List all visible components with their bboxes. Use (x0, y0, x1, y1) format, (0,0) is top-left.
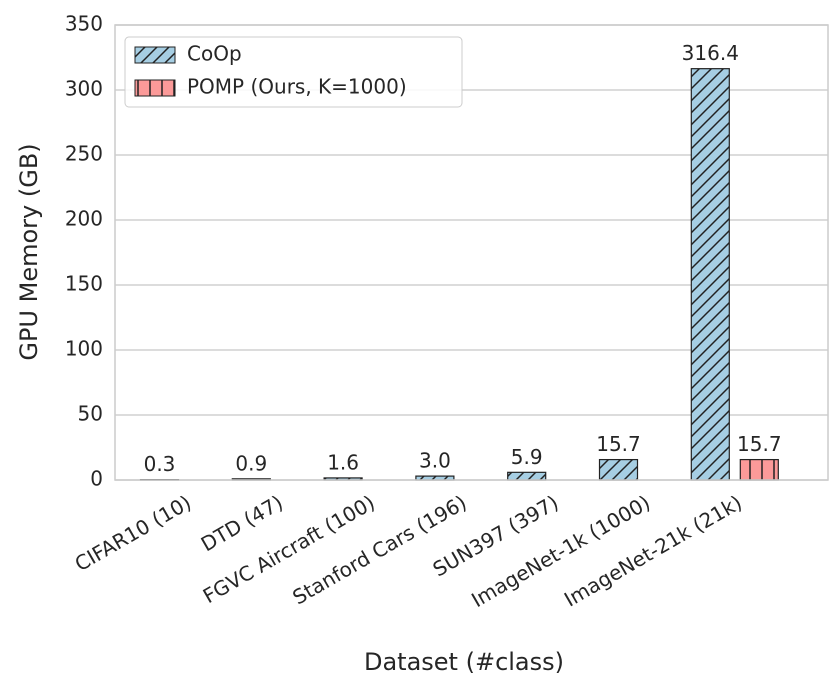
legend-label: CoOp (187, 42, 242, 66)
bar (739, 458, 779, 481)
value-label: 3.0 (419, 449, 451, 473)
value-label: 0.9 (235, 451, 267, 475)
y-tick-label: 150 (65, 272, 103, 296)
x-tick-label: Stanford Cars (196) (288, 490, 470, 609)
legend-swatch (134, 79, 176, 97)
y-tick-label: 50 (78, 402, 103, 426)
plot-frame (114, 24, 829, 481)
x-axis-label: Dataset (#class) (364, 648, 564, 676)
value-label: 5.9 (511, 445, 543, 469)
value-label: 316.4 (682, 41, 739, 65)
y-tick-label: 100 (65, 337, 103, 361)
x-tick-label: CIFAR10 (10) (71, 490, 196, 576)
legend-label: POMP (Ours, K=1000) (187, 75, 407, 99)
legend-swatch (134, 46, 176, 64)
y-tick-label: 0 (90, 467, 103, 491)
y-tick-label: 250 (65, 142, 103, 166)
legend-box (124, 36, 463, 108)
bar (598, 458, 639, 481)
value-label: 1.6 (327, 450, 359, 474)
value-label: 15.7 (596, 432, 641, 456)
value-label: 15.7 (737, 432, 782, 456)
x-tick-label: ImageNet-21k (21k) (560, 490, 746, 611)
value-label: 0.3 (144, 452, 176, 476)
y-tick-label: 200 (65, 207, 103, 231)
y-tick-label: 300 (65, 77, 103, 101)
y-tick-label: 350 (65, 12, 103, 36)
bar (690, 68, 730, 481)
y-axis-label: GPU Memory (GB) (15, 143, 43, 360)
bar (507, 471, 547, 481)
